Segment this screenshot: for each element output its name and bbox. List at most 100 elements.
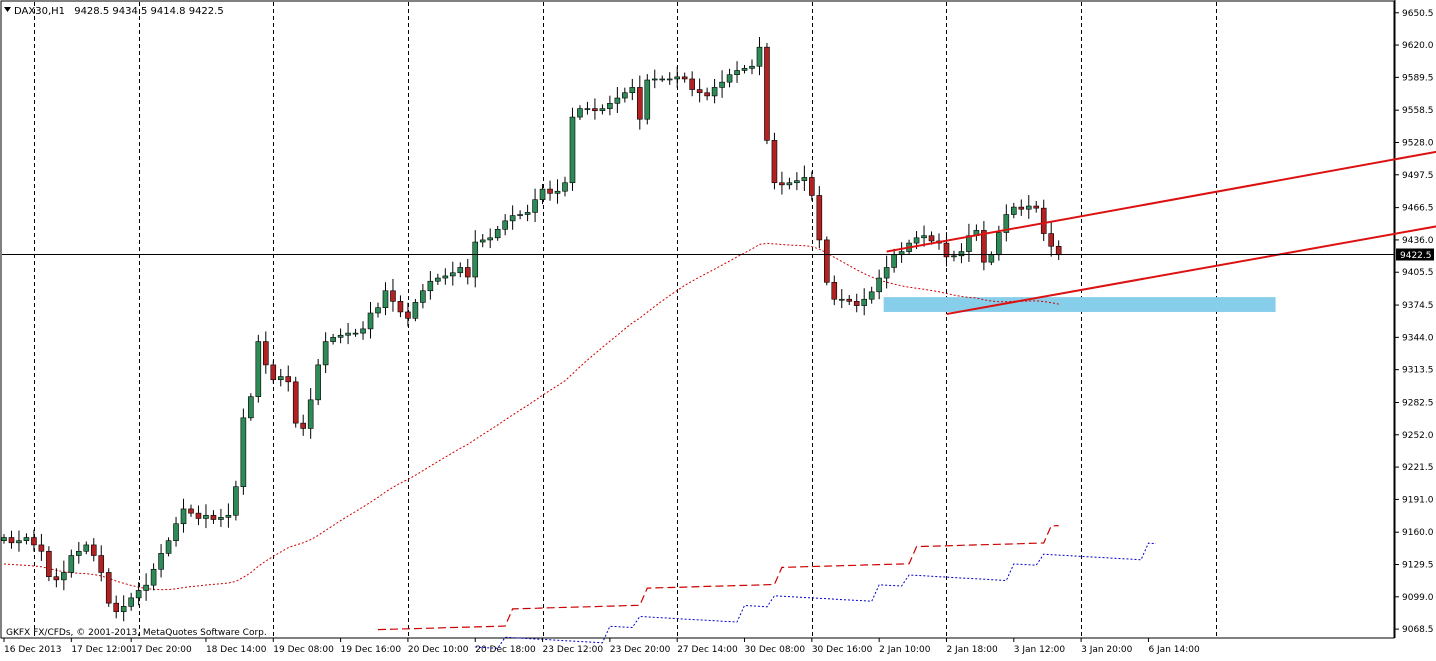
bull-candle (711, 87, 718, 97)
bull-candle (502, 220, 508, 230)
x-tick-label: 2 Jan 18:00 (946, 645, 998, 655)
y-tick-label: 9466.5 (1402, 204, 1434, 214)
x-tick-label: 30 Dec 08:00 (745, 645, 806, 655)
indicator-line-dotted-red (3, 242, 1059, 591)
bear-candle (823, 239, 830, 283)
bear-candle (300, 422, 307, 429)
bull-candle (749, 65, 755, 69)
bull-candle (734, 70, 740, 76)
y-tick-label: 9620.0 (1402, 41, 1434, 51)
current-price-label: 9422.5 (1400, 251, 1432, 261)
bull-candle (644, 79, 651, 120)
bull-candle (337, 334, 344, 338)
current-price-label-bg (1396, 248, 1434, 261)
bull-candle (554, 190, 561, 194)
bear-candle (464, 267, 471, 278)
bear-candle (636, 87, 643, 120)
bull-candle (569, 116, 576, 184)
bull-candle (868, 291, 875, 300)
bull-candle (1, 537, 7, 541)
bull-candle (76, 550, 82, 556)
x-tick-label: 17 Dec 20:00 (131, 645, 192, 655)
bull-candle (233, 486, 239, 516)
y-tick-label: 9313.5 (1402, 366, 1434, 376)
plot-frame (0, 0, 1395, 639)
bull-candle (629, 87, 636, 94)
bull-candle (659, 78, 666, 81)
bull-candle (883, 267, 890, 279)
bear-candle (831, 281, 838, 300)
bull-candle (412, 302, 419, 319)
bear-candle (928, 235, 935, 242)
channel-upper-line (886, 150, 1436, 253)
bear-candle (397, 301, 404, 313)
y-tick-label: 9160.0 (1402, 528, 1434, 538)
bull-candle (786, 182, 793, 186)
bull-candle (801, 177, 808, 181)
bull-candle (240, 417, 247, 487)
bear-candle (809, 177, 815, 196)
symbol-label: DAX30,H1 (14, 6, 65, 17)
bull-candle (719, 81, 725, 88)
collapse-arrow-icon[interactable] (4, 7, 11, 12)
y-tick-label: 9436.0 (1402, 236, 1434, 246)
bull-candle (487, 237, 494, 241)
x-tick-label: 20 Dec 18:00 (475, 645, 536, 655)
bull-candle (524, 212, 531, 215)
bull-candle (838, 298, 845, 301)
bear-candle (1018, 206, 1025, 210)
y-tick-label: 9405.5 (1402, 268, 1434, 278)
bull-candle (449, 272, 456, 277)
ohlc-label: 9428.5 9434.5 9414.8 9422.5 (74, 6, 224, 17)
bull-candle (442, 275, 449, 279)
bear-candle (113, 602, 119, 612)
bull-candle (135, 590, 142, 599)
x-tick-label: 27 Dec 14:00 (677, 645, 738, 655)
x-tick-label: 3 Jan 20:00 (1081, 645, 1133, 655)
bear-candle (38, 544, 45, 552)
bull-candle (876, 277, 882, 293)
bull-candle (607, 103, 613, 109)
y-tick-label: 9252.0 (1402, 431, 1434, 441)
bear-candle (31, 537, 37, 546)
bull-candle (61, 572, 67, 581)
bull-candle (509, 215, 516, 222)
bull-candle (83, 544, 90, 552)
bull-candle (367, 312, 374, 330)
bull-candle (913, 237, 920, 244)
bear-candle (816, 195, 823, 241)
bull-candle (1003, 214, 1010, 233)
bull-candle (143, 584, 149, 591)
x-tick-label: 16 Dec 2013 (4, 645, 62, 655)
bull-candle (352, 332, 359, 335)
y-tick-label: 9221.5 (1402, 463, 1434, 473)
x-tick-label: 30 Dec 16:00 (812, 645, 873, 655)
x-tick-label: 2 Jan 10:00 (879, 645, 931, 655)
bull-candle (315, 364, 321, 401)
bull-candle (360, 328, 366, 334)
bull-candle (345, 332, 351, 336)
x-tick-label: 6 Jan 14:00 (1148, 645, 1200, 655)
bull-candle (584, 108, 591, 110)
bear-candle (592, 108, 598, 112)
bull-candle (539, 188, 546, 200)
x-tick-label: 3 Jan 12:00 (1014, 645, 1066, 655)
bull-candle (248, 396, 254, 419)
bull-candle (622, 92, 628, 99)
bear-candle (704, 92, 710, 97)
bear-candle (1055, 245, 1062, 256)
x-tick-label: 20 Dec 10:00 (408, 645, 469, 655)
bear-candle (262, 341, 269, 366)
bear-candle (1033, 205, 1040, 209)
bear-candle (405, 311, 411, 319)
bull-candle (996, 232, 1002, 256)
channel-lower-line (946, 225, 1436, 316)
bull-candle (322, 341, 329, 366)
y-tick-label: 9282.5 (1402, 398, 1434, 408)
x-tick-label: 17 Dec 12:00 (71, 645, 132, 655)
bear-candle (285, 376, 292, 383)
bull-candle (23, 537, 30, 541)
bear-candle (1040, 207, 1047, 234)
bull-candle (562, 182, 568, 192)
